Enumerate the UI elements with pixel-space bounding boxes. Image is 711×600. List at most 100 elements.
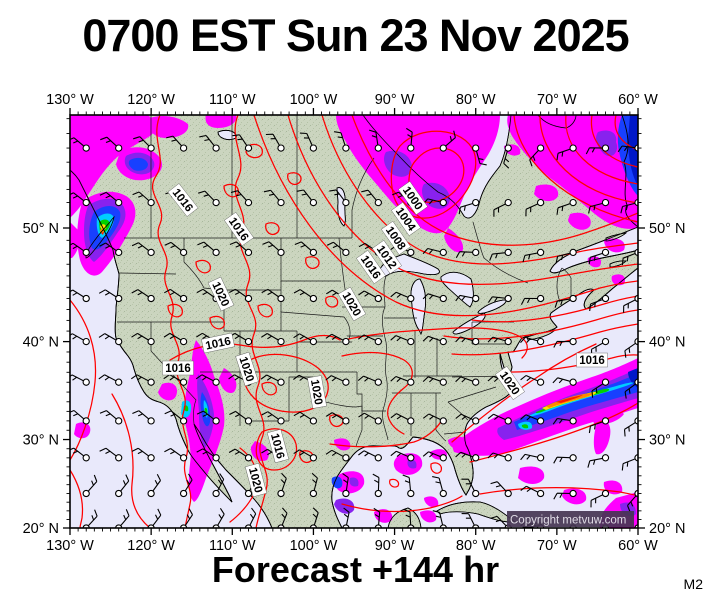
state-border (351, 157, 375, 238)
wind-barb-station (407, 248, 415, 257)
wind-barb-station (147, 454, 155, 462)
island-shoreline (609, 260, 627, 268)
isobar-label-box (235, 351, 259, 387)
wind-barb-station (342, 144, 350, 152)
wind-barb-station (179, 417, 188, 425)
wind-barb-station (504, 489, 512, 498)
state-border (381, 306, 389, 441)
wind-barb-station (277, 144, 285, 152)
wind-barb-station (277, 198, 285, 207)
wind-barb-station (536, 378, 545, 386)
wind-barb-station (342, 248, 350, 257)
wind-barb-station (244, 337, 253, 346)
isobar (287, 115, 638, 286)
isobar-label: 1020 (244, 462, 268, 498)
isobar (539, 115, 638, 204)
isobar-label-text: 1020 (308, 379, 324, 406)
island-shoreline (605, 232, 628, 242)
wind-barb-station (374, 337, 382, 346)
wind-barb-station (342, 337, 350, 346)
wind-barb-station (374, 417, 382, 425)
page-title: 0700 EST Sun 23 Nov 2025 (82, 10, 629, 61)
precipitation-area (596, 130, 618, 157)
wind-barb-station (472, 248, 480, 257)
copyright-watermark-box (507, 511, 634, 527)
isobar (430, 462, 443, 474)
wind-barb-station (472, 378, 480, 386)
wind-barb-station (504, 417, 512, 425)
wind-barb-station (115, 198, 123, 207)
isobar (234, 115, 268, 528)
precipitation-area (407, 459, 417, 469)
wind-barb-station (277, 337, 285, 346)
isobar-label: 1020 (307, 375, 327, 409)
precipitation-area (331, 476, 343, 489)
wind-barb-station (472, 198, 480, 207)
isobar (513, 115, 638, 223)
precipitation-area (349, 477, 359, 487)
isobar (469, 402, 638, 463)
wind-barb-station (601, 198, 610, 207)
precipitation-area (611, 274, 626, 286)
wind-barb-station (309, 489, 318, 498)
wind-barb-station (212, 454, 220, 462)
wind-barb-station (504, 144, 512, 152)
wind-barb-station (147, 417, 155, 425)
wind-barb-station (569, 198, 577, 207)
wind-barb-station (82, 489, 90, 498)
longitude-label: 90° W (375, 92, 415, 108)
latitude-label: 30° N (23, 433, 59, 449)
state-border (435, 393, 447, 442)
isobar-label-box (307, 375, 327, 409)
wind-barb-station (147, 248, 155, 257)
wind-barb-station (536, 417, 545, 425)
state-border (118, 272, 177, 275)
state-border (556, 267, 563, 303)
isobar (305, 256, 320, 270)
isobar-label-box (201, 332, 235, 354)
wind-barb-station (309, 144, 318, 152)
state-border (443, 431, 467, 435)
wind-barb-station (407, 378, 415, 386)
wind-barb-station (115, 248, 123, 257)
wind-barb-station (472, 454, 480, 462)
shoreline (362, 115, 512, 219)
isobar (329, 419, 443, 448)
wind-barb-station (309, 198, 318, 207)
isobar (255, 428, 298, 471)
precipitation-area (336, 115, 500, 234)
wind-barb-station (147, 378, 155, 386)
isobar (451, 323, 638, 356)
precipitation-area (74, 422, 91, 439)
wind-barb-station (407, 489, 415, 498)
isobar (565, 115, 638, 185)
wind-barb-station (536, 294, 545, 303)
precipitation-area (101, 232, 104, 235)
wind-barb-station (374, 489, 382, 498)
isobar-label-box (224, 212, 254, 246)
wind-barb-station (244, 198, 253, 207)
state-border (150, 350, 197, 425)
wind-barb-station (212, 417, 220, 425)
isobar (443, 309, 638, 340)
wind-barb-station (601, 417, 610, 425)
isobar-label-box (398, 181, 428, 215)
precipitation-area (556, 395, 583, 403)
isobar-label-box (266, 428, 290, 464)
wind-barb (604, 527, 606, 528)
wind-barb-station (277, 294, 285, 303)
wind-barb-station (277, 489, 285, 498)
latitude-label: 20° N (23, 521, 59, 537)
precipitation-area (448, 436, 467, 449)
isobar (167, 303, 183, 318)
island-shoreline (85, 215, 115, 259)
precipitation-area (628, 115, 638, 186)
precipitation-area (424, 496, 439, 508)
isobar (471, 295, 638, 323)
longitude-label: 60° W (618, 92, 658, 108)
isobar (70, 469, 84, 528)
isobar-label-box (244, 462, 268, 498)
wind-barb-station (342, 417, 350, 425)
wind-barb-station (569, 144, 577, 152)
isobar (257, 303, 273, 318)
